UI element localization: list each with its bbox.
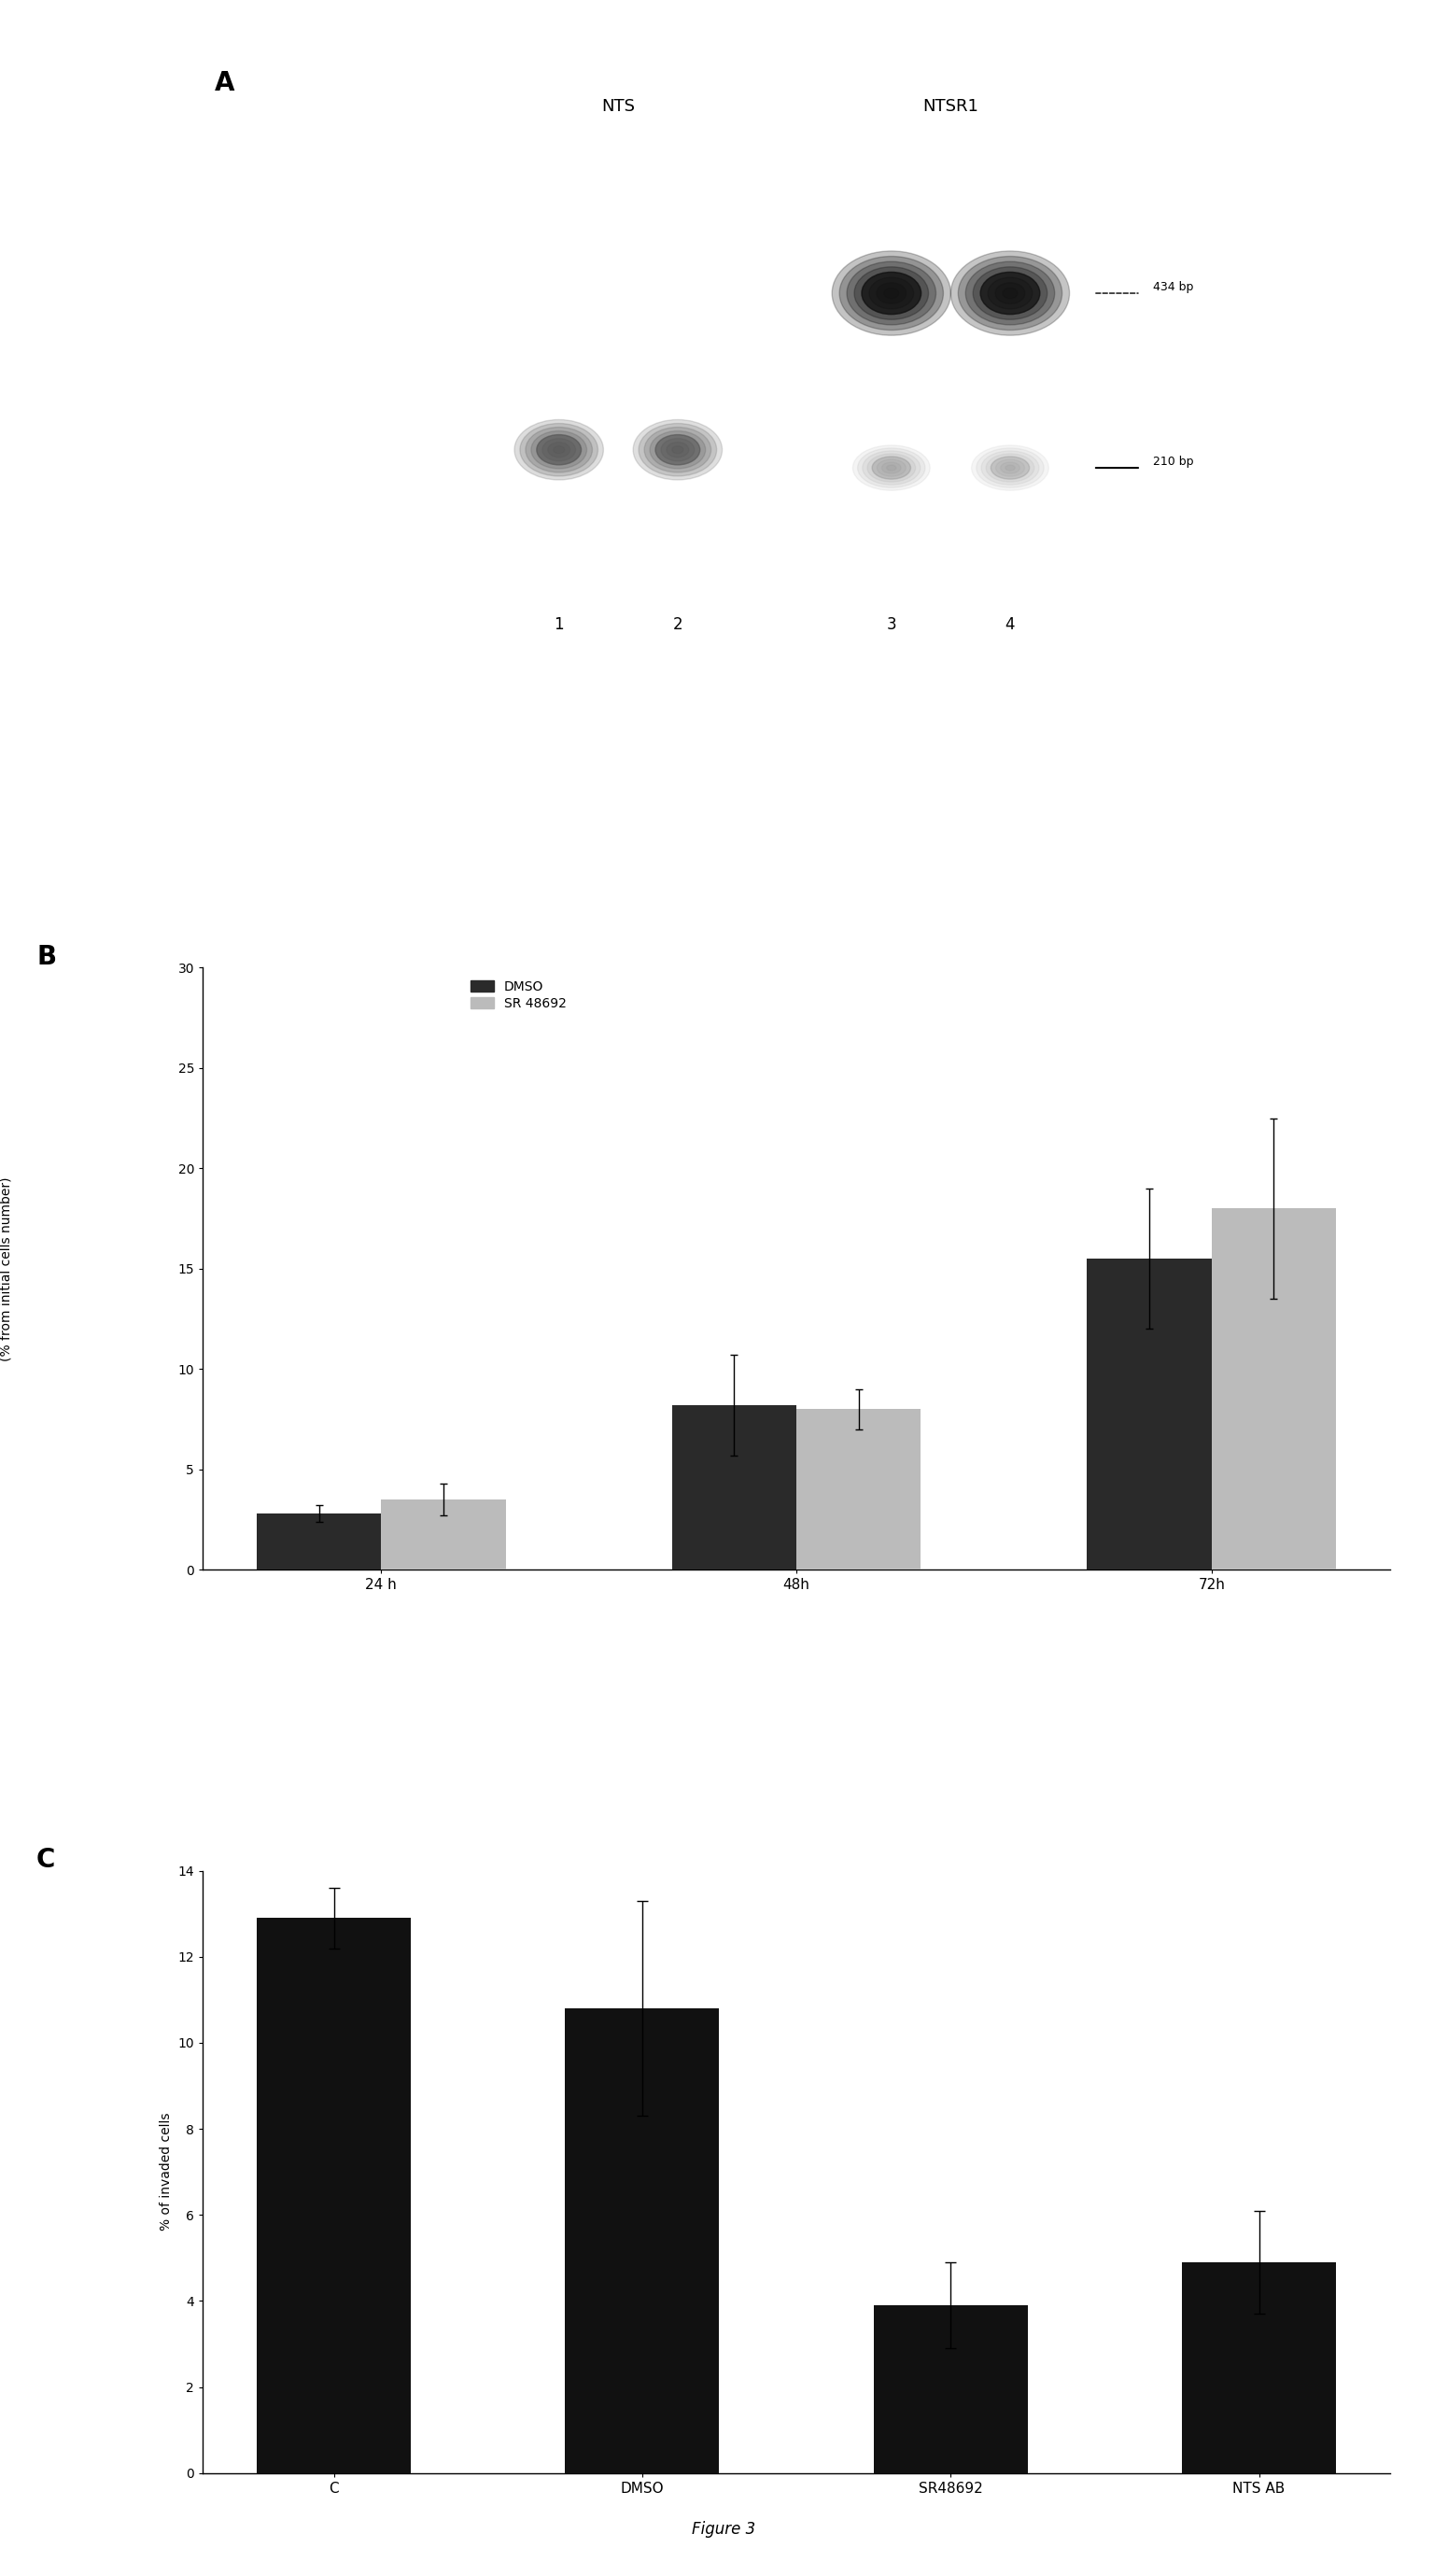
Ellipse shape <box>644 428 711 471</box>
Ellipse shape <box>951 250 1070 335</box>
Ellipse shape <box>980 273 1040 314</box>
Ellipse shape <box>1001 461 1019 474</box>
Text: NTS: NTS <box>601 98 636 116</box>
Bar <box>381 1499 505 1569</box>
Ellipse shape <box>966 263 1054 325</box>
Text: 434 bp: 434 bp <box>1153 281 1193 294</box>
Bar <box>1182 2262 1337 2473</box>
Ellipse shape <box>876 283 906 304</box>
Ellipse shape <box>650 430 705 469</box>
Ellipse shape <box>547 443 571 459</box>
Ellipse shape <box>973 268 1047 319</box>
Ellipse shape <box>526 428 592 471</box>
Ellipse shape <box>886 466 896 471</box>
Ellipse shape <box>537 435 581 464</box>
Ellipse shape <box>980 273 1040 314</box>
Ellipse shape <box>857 448 925 487</box>
Ellipse shape <box>672 446 683 453</box>
Text: 2: 2 <box>673 616 682 634</box>
Text: 4: 4 <box>1005 616 1015 634</box>
Ellipse shape <box>863 451 921 484</box>
Ellipse shape <box>537 435 581 464</box>
Text: 3: 3 <box>886 616 896 634</box>
Ellipse shape <box>520 422 598 477</box>
Ellipse shape <box>833 250 951 335</box>
Ellipse shape <box>877 459 906 477</box>
Ellipse shape <box>862 273 921 314</box>
Bar <box>256 1919 411 2473</box>
Ellipse shape <box>660 438 695 461</box>
Bar <box>1212 1208 1337 1569</box>
Legend: DMSO, SR 48692: DMSO, SR 48692 <box>471 979 566 1010</box>
Ellipse shape <box>867 453 915 482</box>
Ellipse shape <box>862 273 921 314</box>
Text: C: C <box>36 1847 55 1873</box>
Ellipse shape <box>542 438 576 461</box>
Y-axis label: cell number
(% from initial cells number): cell number (% from initial cells number… <box>0 1177 13 1360</box>
Ellipse shape <box>995 283 1025 304</box>
Bar <box>565 2009 720 2473</box>
Bar <box>672 1404 796 1569</box>
Ellipse shape <box>986 453 1034 482</box>
Ellipse shape <box>514 420 604 479</box>
Ellipse shape <box>872 456 911 479</box>
Text: 210 bp: 210 bp <box>1153 456 1193 469</box>
Text: Figure 3: Figure 3 <box>692 2519 756 2537</box>
Ellipse shape <box>1002 289 1018 299</box>
Ellipse shape <box>639 422 717 477</box>
Ellipse shape <box>996 459 1025 477</box>
Text: A: A <box>214 70 235 95</box>
Ellipse shape <box>656 435 699 464</box>
Ellipse shape <box>656 435 699 464</box>
Ellipse shape <box>982 451 1040 484</box>
Ellipse shape <box>959 258 1061 330</box>
Bar <box>796 1409 921 1569</box>
Ellipse shape <box>872 456 911 479</box>
Y-axis label: % of invaded cells: % of invaded cells <box>159 2112 172 2231</box>
Text: 1: 1 <box>555 616 563 634</box>
Ellipse shape <box>666 443 689 459</box>
Ellipse shape <box>988 278 1032 309</box>
Ellipse shape <box>840 258 943 330</box>
Ellipse shape <box>869 278 914 309</box>
Ellipse shape <box>853 446 930 489</box>
Bar <box>1087 1260 1212 1569</box>
Ellipse shape <box>531 430 586 469</box>
Ellipse shape <box>990 456 1030 479</box>
Ellipse shape <box>854 268 928 319</box>
Ellipse shape <box>976 448 1044 487</box>
Text: B: B <box>36 943 56 969</box>
Ellipse shape <box>883 289 899 299</box>
Ellipse shape <box>633 420 723 479</box>
Ellipse shape <box>553 446 565 453</box>
Ellipse shape <box>847 263 935 325</box>
Bar <box>256 1515 381 1569</box>
Ellipse shape <box>882 461 901 474</box>
Text: NTSR1: NTSR1 <box>922 98 979 116</box>
Bar <box>873 2306 1028 2473</box>
Ellipse shape <box>1005 466 1015 471</box>
Ellipse shape <box>990 456 1030 479</box>
Ellipse shape <box>972 446 1048 489</box>
